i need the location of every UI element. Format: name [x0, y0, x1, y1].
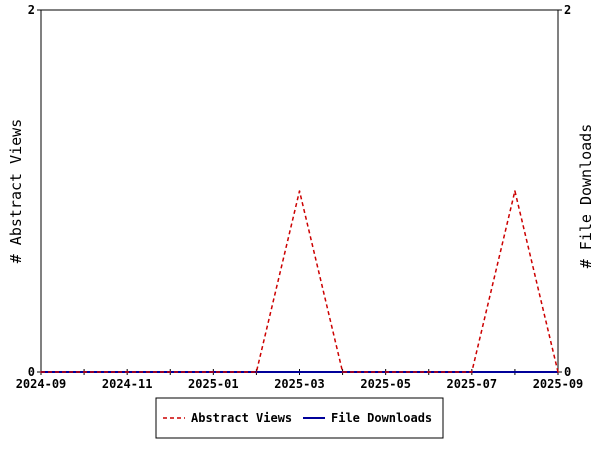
data-point — [471, 371, 473, 373]
y-axes: 0 2 0 2 — [28, 3, 571, 379]
x-tick-label: 2024-09 — [16, 377, 67, 391]
y-tick-label-left: 0 — [28, 365, 35, 379]
data-point — [169, 371, 172, 373]
legend-label: Abstract Views — [191, 411, 292, 425]
data-point — [83, 371, 85, 373]
data-point — [298, 190, 301, 192]
x-tick-label: 2024-11 — [102, 377, 153, 391]
x-tick-label: 2025-01 — [188, 377, 239, 391]
data-point — [298, 371, 301, 373]
data-point — [341, 371, 344, 373]
y-tick-label-right: 2 — [564, 3, 571, 17]
data-point — [514, 371, 516, 373]
y-tick-label-right: 0 — [564, 365, 571, 379]
data-point — [384, 371, 387, 373]
y-axis-label-left: # Abstract Views — [7, 119, 25, 264]
y-tick-label-left: 2 — [28, 3, 35, 17]
data-point — [514, 190, 516, 192]
legend-label: File Downloads — [331, 411, 432, 425]
series-layer — [40, 190, 559, 373]
x-tick-label: 2025-05 — [360, 377, 411, 391]
data-point — [212, 371, 215, 373]
legend-box — [155, 397, 444, 439]
data-point — [40, 371, 42, 373]
x-tick-label: 2025-03 — [274, 377, 325, 391]
data-point — [126, 371, 128, 373]
legend: Abstract Views File Downloads — [155, 397, 444, 439]
x-tick-label: 2025-07 — [447, 377, 498, 391]
data-point — [557, 371, 559, 373]
x-axis: 2024-09 2024-11 2025-01 2025-03 2025-05 2025-… — [16, 369, 584, 391]
data-point — [427, 371, 430, 373]
x-tick-label: 2025-09 — [533, 377, 584, 391]
data-point — [255, 371, 258, 373]
y-axis-label-right: # File Downloads — [577, 124, 595, 269]
